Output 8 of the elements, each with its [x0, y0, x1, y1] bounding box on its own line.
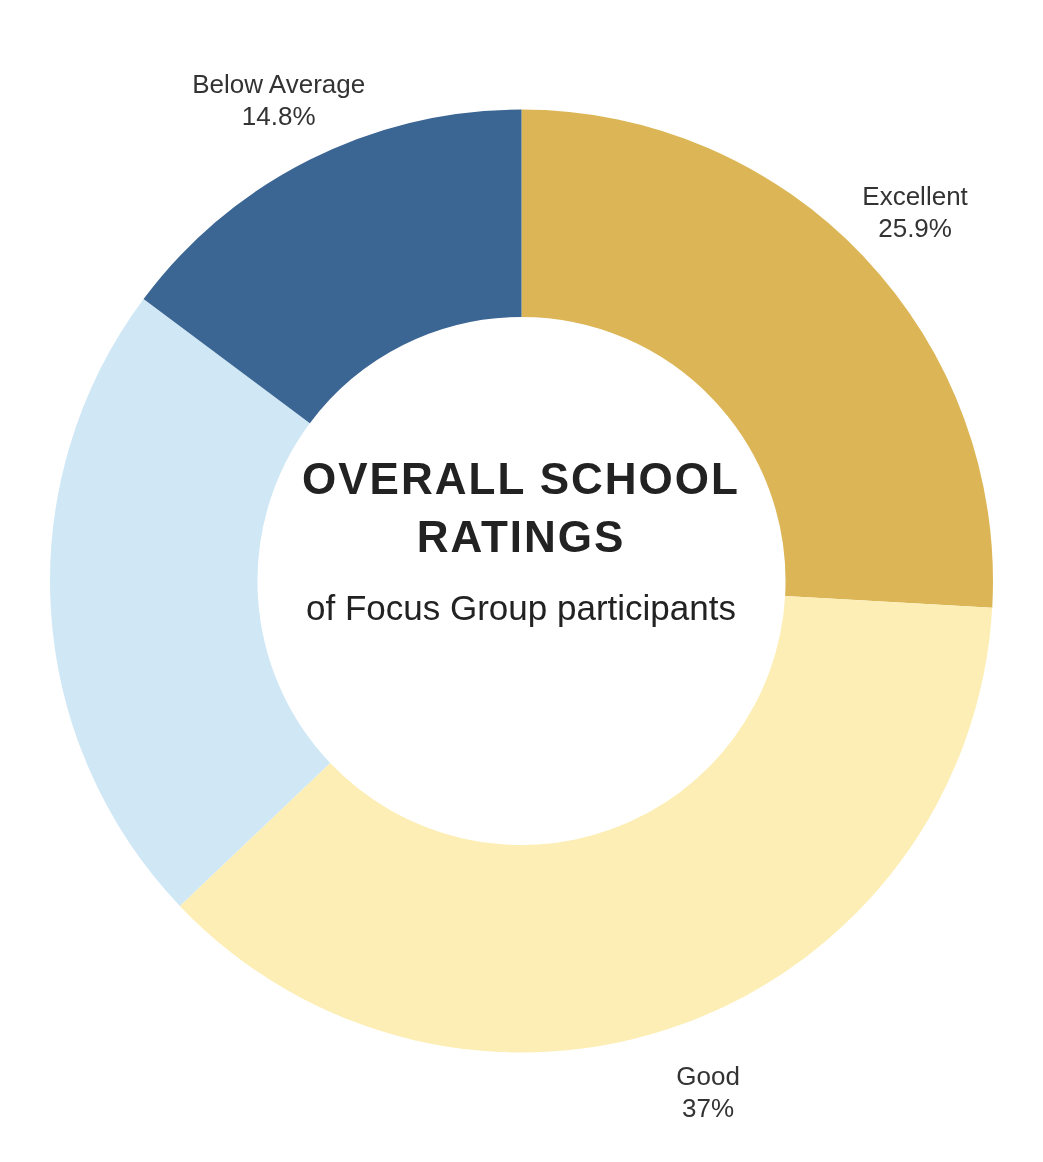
data-label: 25.9% [878, 213, 952, 244]
slice-label: Below Average [192, 68, 366, 99]
slice-label: Good [676, 1061, 740, 1092]
text: OVERALL SCHOOL RATINGS [301, 453, 741, 563]
data-label: 14.8% [241, 100, 316, 131]
text: of Focus Group participants [305, 587, 737, 629]
data-label: 37% [682, 1093, 735, 1124]
slice-label: Excellent [862, 181, 969, 212]
